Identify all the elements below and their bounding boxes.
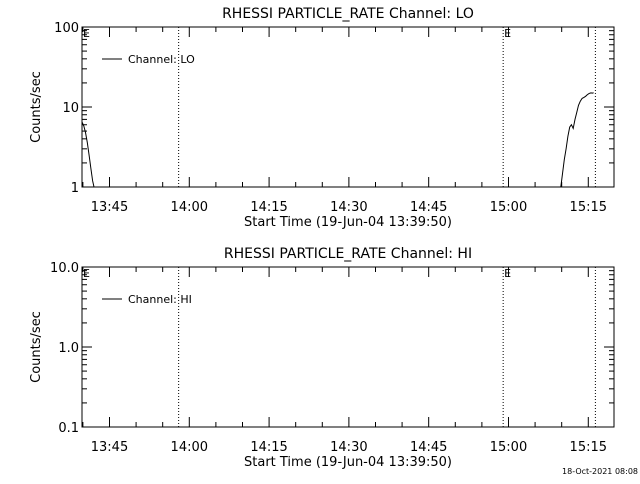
y-axis-label: Counts/sec (29, 311, 44, 383)
x-tick-label: 14:30 (330, 200, 367, 215)
plot-frame (81, 26, 615, 188)
chart-panel-1: RHESSI PARTICLE_RATE Channel: LO 1 10 100 Co… (29, 6, 615, 230)
series-line (560, 92, 594, 187)
x-tick-label: 15:00 (490, 200, 527, 215)
legend-entry: Channel: HI (128, 293, 192, 306)
y-axis-label: Counts/sec (29, 71, 44, 143)
x-axis-ticks (82, 267, 589, 427)
y-tick-label: 10.0 (50, 261, 79, 276)
legend: Channel: HI (102, 293, 192, 306)
chart-title: RHESSI PARTICLE_RATE Channel: HI (224, 246, 472, 262)
y-tick-label: 10 (62, 101, 79, 116)
x-tick-label: 13:45 (91, 200, 128, 215)
event-marker-label: E (83, 27, 90, 40)
x-tick-label: 14:45 (410, 200, 447, 215)
y-axis-ticks (82, 26, 614, 188)
legend: Channel: LO (102, 53, 195, 66)
x-axis-label: Start Time (19-Jun-04 13:39:50) (244, 215, 452, 230)
x-tick-label: 14:15 (250, 440, 287, 455)
x-tick-label: 13:45 (91, 440, 128, 455)
plot-frame (81, 266, 615, 428)
x-tick-label: 14:15 (250, 200, 287, 215)
y-axis-ticks (82, 266, 614, 428)
x-axis-label: Start Time (19-Jun-04 13:39:50) (244, 455, 452, 470)
chart-panel-2: RHESSI PARTICLE_RATE Channel: HI 0.1 1.0 10… (29, 246, 615, 470)
plot-timestamp: 18-Oct-2021 08:08 (562, 467, 638, 476)
y-tick-label: 1 (71, 181, 79, 196)
legend-entry: Channel: LO (128, 53, 195, 66)
x-tick-label: 15:15 (570, 200, 607, 215)
y-tick-label: 1.0 (58, 341, 79, 356)
x-tick-label: 15:00 (490, 440, 527, 455)
x-tick-label: 15:15 (570, 440, 607, 455)
event-marker-label: E (504, 267, 511, 280)
x-axis-ticks (82, 27, 589, 187)
series-line (82, 121, 95, 187)
chart-title: RHESSI PARTICLE_RATE Channel: LO (222, 6, 474, 22)
event-marker-label: E (504, 27, 511, 40)
y-tick-label: 0.1 (58, 421, 79, 436)
x-tick-label: 14:00 (171, 440, 208, 455)
x-tick-label: 14:00 (171, 200, 208, 215)
x-tick-label: 14:45 (410, 440, 447, 455)
x-tick-label: 14:30 (330, 440, 367, 455)
y-tick-label: 100 (54, 21, 79, 36)
event-marker-label: E (83, 267, 90, 280)
